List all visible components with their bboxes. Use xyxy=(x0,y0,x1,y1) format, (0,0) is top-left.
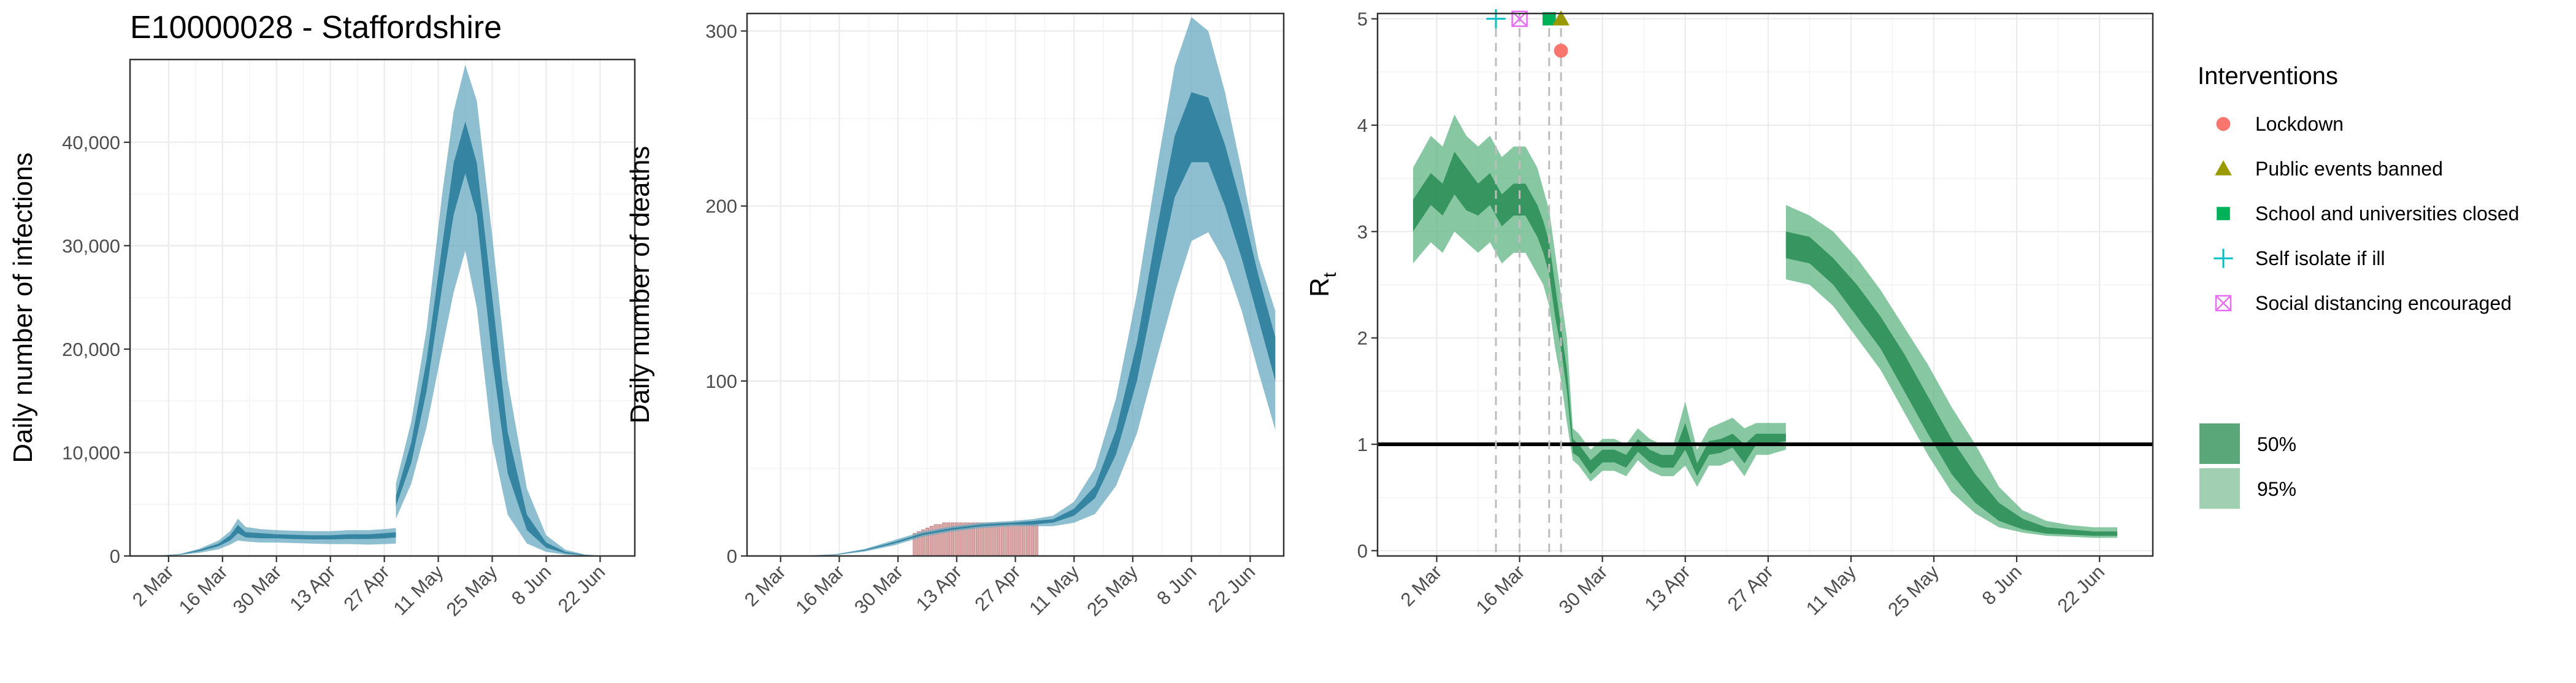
observed-death-bar xyxy=(1025,522,1030,557)
y-tick-label: 40,000 xyxy=(62,132,120,153)
intervention-marker xyxy=(1486,9,1506,29)
observed-death-bar xyxy=(1009,522,1013,557)
y-axis-title-subscript: t xyxy=(1320,272,1340,277)
x-tick-label: 25 May xyxy=(442,561,502,620)
deaths-panel: 0 100 200 300 2 Mar 16 Mar 30 Mar 13 Apr 27 Apr 1… xyxy=(625,12,1285,620)
x-tick-label: 16 Mar xyxy=(1472,561,1529,618)
x-tick-label: 2 Mar xyxy=(740,561,790,611)
observed-death-bar xyxy=(1005,522,1009,557)
y-tick-label: 30,000 xyxy=(62,235,120,257)
y-axis-title-main: Daily number of infections xyxy=(8,152,38,463)
legend-marker xyxy=(2215,295,2232,312)
x-tick-label: 11 May xyxy=(1025,561,1083,619)
band-50-area xyxy=(1413,152,2118,536)
boxx-frame xyxy=(2215,295,2232,312)
x-tick-label: 2 Mar xyxy=(128,561,178,611)
observed-death-bar xyxy=(1022,522,1026,557)
legend-item-label: Public events banned xyxy=(2255,158,2443,180)
x-tick-label: 13 Apr xyxy=(286,561,340,615)
x-tick-label: 22 Jun xyxy=(2053,561,2109,617)
observed-death-bar xyxy=(1013,522,1018,557)
legend-marker xyxy=(2215,160,2232,176)
x-tick-label: 25 May xyxy=(1884,561,1943,620)
x-tick-label: 27 Apr xyxy=(339,561,393,615)
x-tick-label: 8 Jun xyxy=(1978,561,2026,609)
y-tick-label: 10,000 xyxy=(62,442,120,463)
plot-background xyxy=(130,60,635,556)
y-axis-title: Daily number of infections xyxy=(8,152,38,463)
observed-death-bar xyxy=(992,522,997,557)
x-tick-label: 30 Mar xyxy=(1555,561,1612,618)
x-tick-label: 2 Mar xyxy=(1397,561,1446,611)
legend-marker xyxy=(2217,207,2230,220)
legend: Interventions Lockdown Public events banne… xyxy=(2198,63,2519,509)
intervention-marker xyxy=(1543,12,1556,26)
intervention-marker xyxy=(1554,44,1568,58)
y-tick-label: 200 xyxy=(705,196,737,217)
y-tick-label: 1 xyxy=(1357,434,1368,455)
observed-death-bar xyxy=(1018,522,1022,557)
plot-border xyxy=(1376,12,2154,557)
boxx-frame xyxy=(1511,10,1528,27)
band-95-area xyxy=(153,64,608,556)
x-tick-label: 16 Mar xyxy=(791,561,848,618)
x-tick-label: 8 Jun xyxy=(1152,561,1200,609)
y-axis-title-main: R xyxy=(1305,277,1335,297)
x-tick-label: 8 Jun xyxy=(507,561,555,609)
intervention-marker xyxy=(1552,10,1570,26)
legend-item-label: Social distancing encouraged xyxy=(2255,292,2512,314)
legend-band-label: 95% xyxy=(2257,478,2296,500)
x-tick-label: 30 Mar xyxy=(850,561,907,618)
legend-title: Interventions xyxy=(2198,63,2338,90)
x-tick-label: 11 May xyxy=(1802,561,1860,619)
rt-panel: 0 1 2 3 4 5 2 Mar 16 Mar 30 Mar 13 Apr 27 Apr 11 Ma… xyxy=(1305,9,2154,620)
y-tick-label: 2 xyxy=(1357,328,1368,349)
y-tick-label: 300 xyxy=(705,21,737,42)
observed-death-bar xyxy=(1030,522,1034,557)
x-tick-label: 22 Jun xyxy=(554,561,610,617)
chart-title: E10000028 - Staffordshire xyxy=(130,10,502,45)
observed-death-bar xyxy=(1034,522,1038,557)
y-axis-title: Daily number of deaths xyxy=(625,146,655,423)
legend-item-label: Self isolate if ill xyxy=(2255,247,2385,269)
x-tick-label: 16 Mar xyxy=(175,561,232,618)
y-tick-label: 100 xyxy=(705,371,737,392)
legend-item-label: School and universities closed xyxy=(2255,203,2519,225)
y-tick-label: 0 xyxy=(1357,540,1368,561)
x-tick-label: 25 May xyxy=(1083,561,1142,620)
x-tick-label: 11 May xyxy=(389,561,448,619)
legend-band-swatch xyxy=(2199,468,2240,509)
observed-death-bar xyxy=(997,522,1001,557)
legend-marker xyxy=(2214,249,2233,268)
y-tick-label: 3 xyxy=(1357,221,1368,242)
y-tick-label: 5 xyxy=(1357,9,1368,30)
boxx-cross-b xyxy=(2215,295,2231,311)
y-tick-label: 0 xyxy=(727,546,737,567)
observed-death-bar xyxy=(1000,522,1005,557)
x-tick-label: 30 Mar xyxy=(229,561,286,618)
observed-death-bar xyxy=(988,522,992,557)
y-tick-label: 4 xyxy=(1357,115,1368,136)
plot-border xyxy=(129,58,636,557)
y-axis-title-main: Daily number of deaths xyxy=(625,146,655,423)
y-tick-label: 0 xyxy=(110,546,120,567)
legend-band-swatch xyxy=(2199,423,2240,464)
x-tick-label: 27 Apr xyxy=(1723,561,1777,615)
y-axis-title: Rt xyxy=(1305,272,1340,297)
legend-band-label: 50% xyxy=(2257,433,2296,455)
x-tick-label: 27 Apr xyxy=(970,561,1024,615)
legend-marker xyxy=(2216,117,2231,131)
legend-item-label: Lockdown xyxy=(2255,113,2344,135)
x-tick-label: 13 Apr xyxy=(1641,561,1695,615)
x-tick-label: 22 Jun xyxy=(1204,561,1260,617)
y-tick-label: 20,000 xyxy=(62,339,120,360)
x-tick-label: 13 Apr xyxy=(912,561,966,615)
